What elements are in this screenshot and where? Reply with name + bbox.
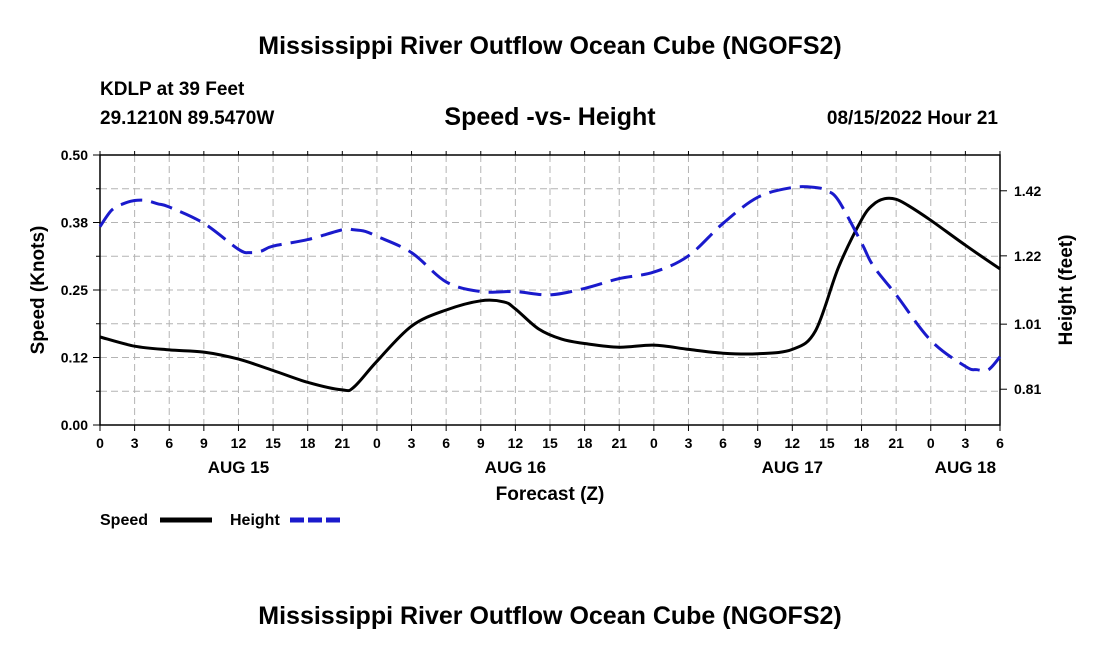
y-axis-label: Speed (Knots): [28, 226, 49, 355]
y2-tick-label: 1.42: [1014, 183, 1041, 199]
x-tick-label: 6: [996, 435, 1004, 451]
y2-tick-label: 1.22: [1014, 248, 1041, 264]
speed-series-line: [99, 196, 1001, 393]
x-tick-label: 6: [165, 435, 173, 451]
x-tick-label: 12: [785, 435, 801, 451]
x-tick-label: 3: [408, 435, 416, 451]
x-tick-label: 6: [719, 435, 727, 451]
x-axis-label: Forecast (Z): [496, 484, 605, 505]
x-tick-label: 9: [477, 435, 485, 451]
x-tick-label: 15: [542, 435, 558, 451]
x-tick-label: 21: [611, 435, 627, 451]
legend-speed-label: Speed: [100, 512, 148, 529]
legend-height-label: Height: [230, 512, 280, 529]
x-tick-label: 15: [265, 435, 281, 451]
x-tick-label: 6: [442, 435, 450, 451]
y2-tick-label: 0.81: [1014, 381, 1041, 397]
x-tick-label: 0: [373, 435, 381, 451]
x-tick-label: 0: [927, 435, 935, 451]
x-tick-label: 3: [131, 435, 139, 451]
y2-tick-label: 1.01: [1014, 316, 1041, 332]
height-series-line: [98, 185, 1002, 373]
day-label-1: AUG 15: [208, 458, 269, 477]
x-tick-label: 3: [685, 435, 693, 451]
x-tick-label: 21: [335, 435, 351, 451]
day-label-3: AUG 17: [762, 458, 823, 477]
x-tick-label: 15: [819, 435, 835, 451]
y-tick-label: 0.50: [61, 147, 88, 163]
x-tick-label: 0: [96, 435, 104, 451]
day-label-4: AUG 18: [935, 458, 996, 477]
x-tick-label: 0: [650, 435, 658, 451]
x-tick-label: 12: [231, 435, 247, 451]
x-tick-label: 9: [200, 435, 208, 451]
day-label-2: AUG 16: [485, 458, 546, 477]
x-tick-label: 9: [754, 435, 762, 451]
x-tick-label: 21: [888, 435, 904, 451]
plot-frame: [99, 154, 1001, 426]
series-lines: [98, 185, 1002, 393]
y-tick-label: 0.38: [61, 215, 88, 231]
tick-labels: 0 3 6 9 12 15 18 21 0 3 6 9 12 15 18 21 0 3 6 9 12 15 18 21 0 3 6 0…: [61, 147, 1042, 477]
coordinates-label: 29.1210N 89.5470W: [100, 108, 274, 129]
chart-subtitle: Speed -vs- Height: [444, 103, 656, 131]
x-tick-label: 3: [961, 435, 969, 451]
legend: Speed Height: [100, 512, 342, 529]
y-tick-label: 0.25: [61, 282, 88, 298]
footer-title: Mississippi River Outflow Ocean Cube (NG…: [258, 602, 841, 630]
x-tick-label: 18: [854, 435, 870, 451]
page-title: Mississippi River Outflow Ocean Cube (NG…: [258, 32, 841, 60]
y2-axis-label: Height (feet): [1056, 235, 1077, 346]
y-tick-label: 0.12: [61, 350, 88, 366]
x-tick-label: 18: [577, 435, 593, 451]
x-tick-label: 18: [300, 435, 316, 451]
grid-lines: [100, 155, 1000, 425]
station-label: KDLP at 39 Feet: [100, 79, 245, 100]
y-tick-label: 0.00: [61, 417, 88, 433]
x-tick-label: 12: [508, 435, 524, 451]
forecast-datetime: 08/15/2022 Hour 21: [827, 108, 999, 129]
